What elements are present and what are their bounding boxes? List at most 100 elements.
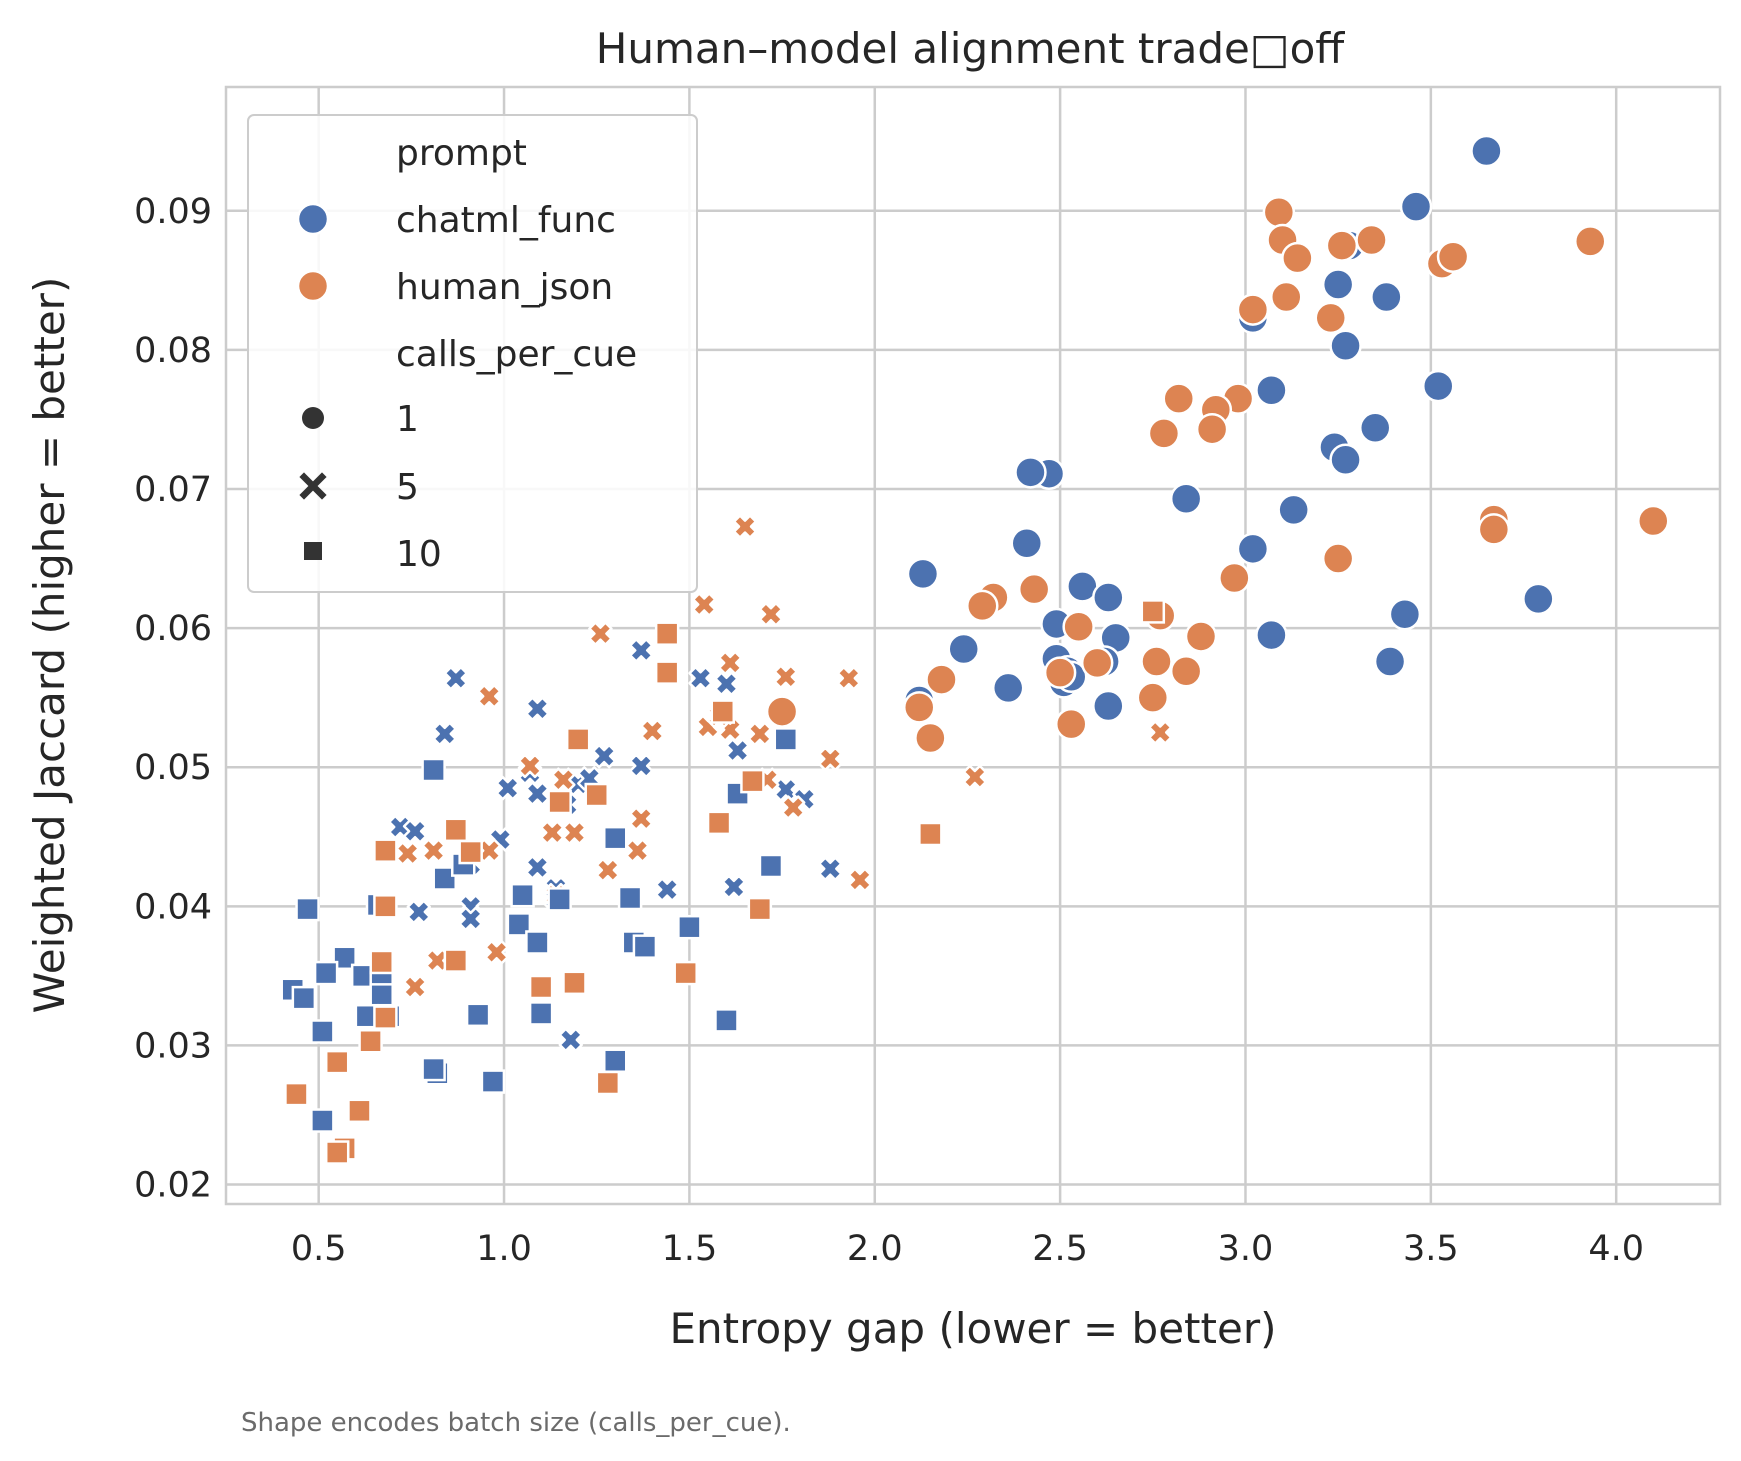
data-point-chatml-func-x [443,665,469,691]
data-point-human-json-circle [1477,513,1511,546]
data-point-human-json-x [758,601,784,627]
data-point-chatml-func-x [628,638,654,663]
data-point-chatml-func-square [603,1048,628,1073]
data-point-human-json-square [547,789,572,815]
data-point-human-json-circle [1054,707,1088,741]
data-point-chatml-func-square [332,945,357,971]
data-point-human-json-x [595,857,621,883]
legend-label-calls-10: 10 [396,534,442,575]
data-point-chatml-func-circle [1373,645,1407,678]
data-point-human-json-x [588,621,613,646]
data-point-human-json-square [373,838,398,863]
data-point-chatml-func-circle [1236,532,1270,566]
data-point-human-json-square [373,894,398,919]
data-point-chatml-func-circle [1329,443,1362,477]
data-point-chatml-func-circle [1388,597,1422,631]
data-point-human-json-x [539,820,565,845]
data-point-human-json-square [347,1098,372,1124]
data-point-human-json-x [836,665,862,691]
data-point-human-json-circle [765,695,799,728]
legend-marker-circle [302,407,324,429]
legend-marker-x [299,472,327,500]
x-tick-label: 0.5 [291,1229,347,1269]
data-point-human-json-square [443,817,469,843]
data-point-human-json-circle [1436,240,1470,273]
data-point-human-json-x [562,820,587,845]
data-point-chatml-func-circle [1014,456,1047,489]
data-point-human-json-x [747,721,773,747]
data-point-human-json-square [706,810,732,836]
data-point-chatml-func-x [714,671,739,697]
legend: prompt chatml_func human_json calls_per_… [247,114,698,593]
data-point-human-json-circle [1169,654,1203,688]
data-points [280,134,1670,1165]
data-point-human-json-square [358,1028,383,1054]
legend-style-title: calls_per_cue [396,334,637,375]
data-point-human-json-x [640,718,665,744]
data-point-human-json-square [747,896,773,922]
data-point-chatml-func-square [506,912,532,937]
data-point-chatml-func-square [525,930,550,955]
data-point-chatml-func-square [369,983,394,1008]
data-point-chatml-func-x [721,874,747,900]
data-point-human-json-square [565,727,591,752]
data-point-human-json-circle [1080,646,1114,680]
data-point-human-json-square [373,1005,398,1030]
x-tick-label: 3.0 [1218,1229,1274,1269]
data-point-chatml-func-circle [947,632,980,666]
data-point-human-json-circle [1017,572,1051,606]
data-point-human-json-x [717,650,743,676]
data-point-human-json-square [369,949,394,975]
x-tick-label: 2.0 [847,1229,903,1269]
footnote: Shape encodes batch size (calls_per_cue)… [241,1408,791,1438]
data-point-human-json-square [443,948,469,973]
data-point-chatml-func-x [525,696,550,722]
data-point-human-json-x [517,753,543,779]
data-point-chatml-func-square [603,825,628,851]
data-point-chatml-func-circle [1358,411,1392,445]
data-point-chatml-func-circle [906,557,940,591]
x-tick-label: 1.0 [476,1229,532,1269]
x-tick-label: 1.5 [662,1229,718,1269]
y-tick-label: 0.09 [134,192,212,232]
data-point-chatml-func-circle [1329,329,1362,362]
data-point-human-json-square [740,768,765,794]
data-point-human-json-x [1147,720,1173,745]
data-point-chatml-func-circle [1470,134,1503,168]
y-tick-label: 0.04 [134,887,212,927]
data-point-human-json-x [402,974,428,1000]
y-tick-label: 0.05 [134,748,212,788]
legend-marker-square [304,542,322,560]
data-point-human-json-circle [966,589,999,623]
data-point-chatml-func-circle [1277,493,1310,527]
legend-marker-chatml-func [296,202,330,236]
data-point-chatml-func-circle [991,671,1025,705]
data-point-chatml-func-square [421,757,446,783]
x-tick-label: 3.5 [1403,1229,1459,1269]
data-point-human-json-circle [1573,225,1607,258]
data-point-chatml-func-square [773,727,799,752]
data-point-human-json-x [484,939,509,965]
data-point-chatml-func-x [458,906,483,932]
data-point-human-json-x [395,841,420,866]
data-point-human-json-circle [1270,280,1303,314]
x-tick-label: 4.0 [1588,1229,1644,1269]
data-point-chatml-func-x [725,738,750,763]
data-point-chatml-func-square [528,1001,554,1026]
data-point-human-json-x [628,806,654,831]
data-point-human-json-circle [1062,610,1095,643]
data-point-human-json-square [324,1140,350,1165]
data-point-chatml-func-circle [1255,373,1288,407]
y-tick-label: 0.06 [134,609,212,649]
data-point-human-json-circle [1281,241,1314,275]
data-point-human-json-x [847,867,873,893]
data-point-human-json-square [324,1049,350,1075]
legend-label-calls-1: 1 [396,399,419,440]
data-point-chatml-func-square [310,1019,335,1044]
data-point-chatml-func-x [432,721,457,747]
data-point-human-json-circle [1195,412,1229,446]
y-tick-labels: 0.02 0.03 0.04 0.05 0.06 0.07 0.08 0.09 [134,192,212,1206]
data-point-human-json-circle [925,663,958,696]
data-point-chatml-func-circle [1422,369,1455,403]
legend-label-human-json: human_json [396,267,613,308]
